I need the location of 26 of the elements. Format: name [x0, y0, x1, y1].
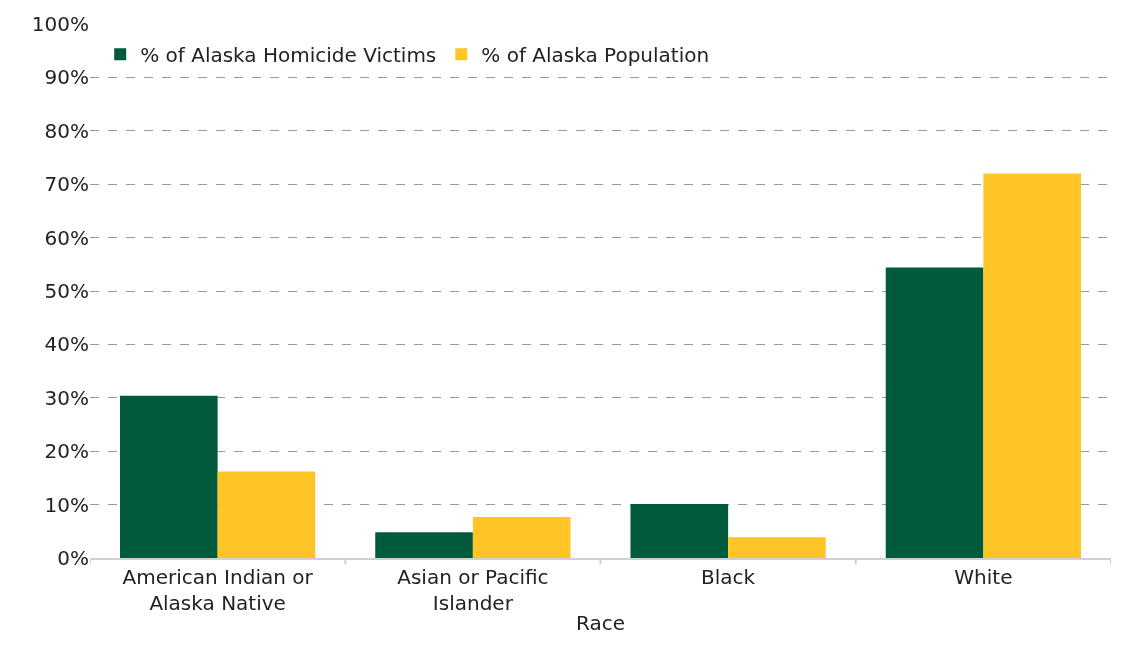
bar — [630, 504, 729, 558]
y-tick-label: 50% — [44, 279, 89, 303]
y-tick-label: 70% — [44, 172, 89, 197]
bar — [119, 395, 218, 558]
x-axis-title: Race — [575, 611, 626, 635]
bar — [983, 173, 1082, 558]
y-tick-label: 60% — [44, 225, 89, 250]
y-tick-label: 100% — [31, 12, 89, 36]
x-tick-label: American Indian or Alaska Native — [122, 565, 314, 615]
bar — [885, 267, 984, 558]
y-tick-label: 0% — [57, 546, 89, 570]
y-tick-label: 30% — [44, 385, 89, 410]
bar — [217, 471, 316, 558]
y-tick-label: 10% — [44, 492, 89, 517]
legend-label: % of Alaska Population — [481, 42, 710, 67]
bar — [728, 537, 826, 558]
y-tick-label: 40% — [44, 332, 89, 357]
y-tick-label: 90% — [44, 65, 89, 90]
x-tick-label: White — [954, 565, 1013, 589]
bar — [472, 516, 571, 558]
x-tick-label: Asian or Pacific Islander — [397, 565, 549, 615]
x-tick-label: Black — [701, 565, 756, 589]
y-tick-label: 20% — [44, 439, 89, 464]
y-tick-label: 80% — [44, 118, 89, 143]
legend-label: % of Alaska Homicide Victims — [140, 42, 437, 67]
bar — [375, 532, 473, 558]
